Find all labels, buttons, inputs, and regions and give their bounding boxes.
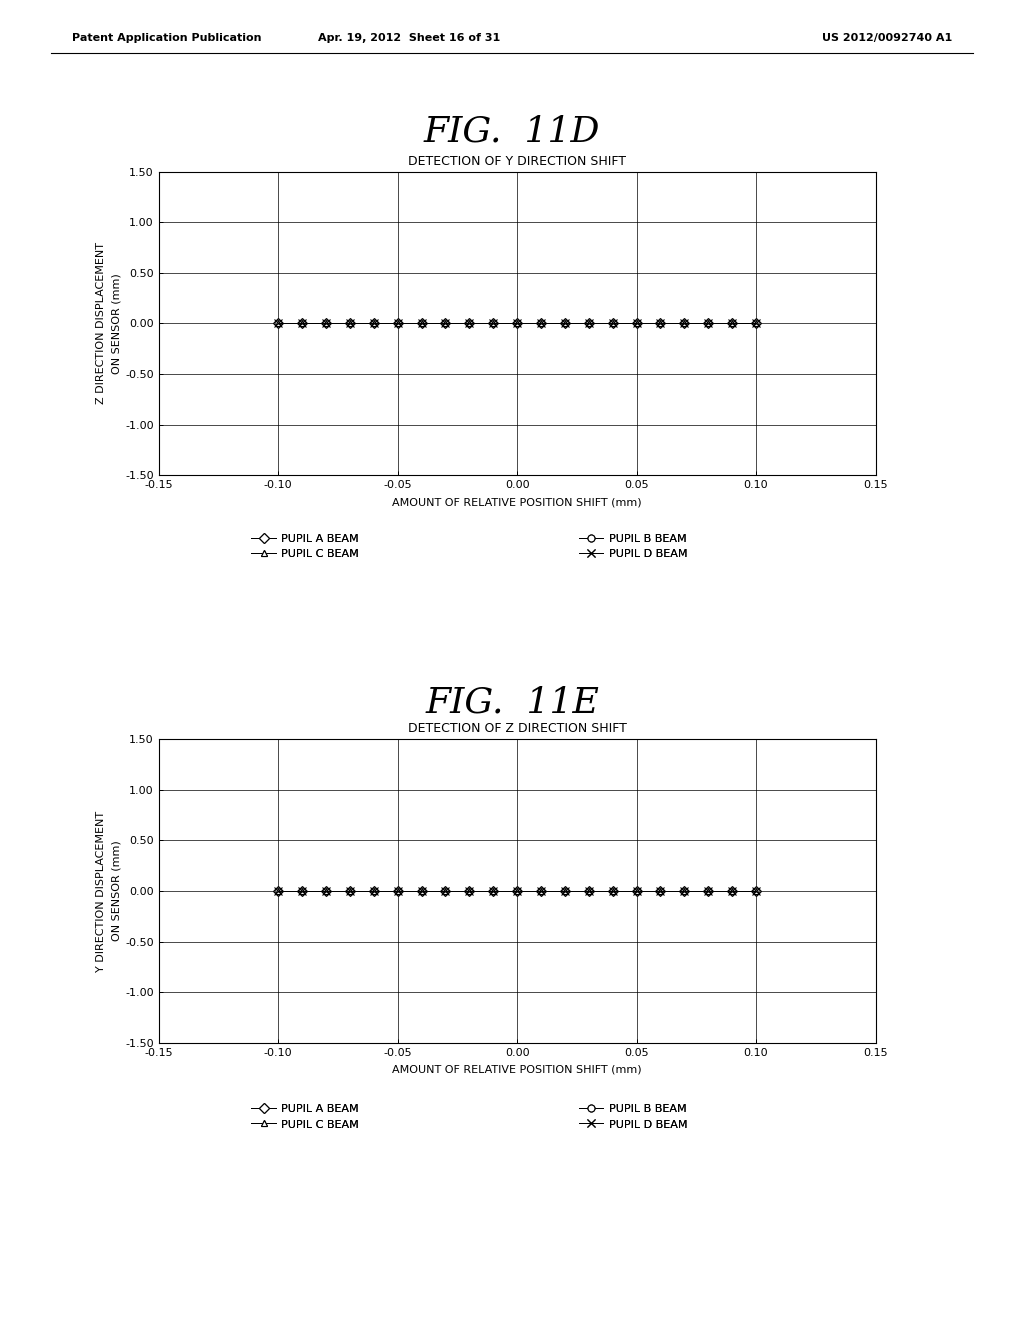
- Text: Patent Application Publication: Patent Application Publication: [72, 33, 261, 44]
- Legend: PUPIL A BEAM, PUPIL C BEAM: PUPIL A BEAM, PUPIL C BEAM: [251, 1104, 359, 1130]
- Y-axis label: Z DIRECTION DISPLACEMENT
ON SENSOR (mm): Z DIRECTION DISPLACEMENT ON SENSOR (mm): [96, 243, 121, 404]
- Title: DETECTION OF Z DIRECTION SHIFT: DETECTION OF Z DIRECTION SHIFT: [408, 722, 627, 735]
- Text: FIG.  11D: FIG. 11D: [424, 115, 600, 149]
- X-axis label: AMOUNT OF RELATIVE POSITION SHIFT (mm): AMOUNT OF RELATIVE POSITION SHIFT (mm): [392, 1065, 642, 1074]
- X-axis label: AMOUNT OF RELATIVE POSITION SHIFT (mm): AMOUNT OF RELATIVE POSITION SHIFT (mm): [392, 498, 642, 507]
- Y-axis label: Y DIRECTION DISPLACEMENT
ON SENSOR (mm): Y DIRECTION DISPLACEMENT ON SENSOR (mm): [96, 810, 121, 972]
- Text: Apr. 19, 2012  Sheet 16 of 31: Apr. 19, 2012 Sheet 16 of 31: [318, 33, 501, 44]
- Legend: PUPIL B BEAM, PUPIL D BEAM: PUPIL B BEAM, PUPIL D BEAM: [579, 533, 687, 560]
- Text: US 2012/0092740 A1: US 2012/0092740 A1: [822, 33, 952, 44]
- Title: DETECTION OF Y DIRECTION SHIFT: DETECTION OF Y DIRECTION SHIFT: [409, 154, 626, 168]
- Legend: PUPIL B BEAM, PUPIL D BEAM: PUPIL B BEAM, PUPIL D BEAM: [579, 1104, 687, 1130]
- Text: FIG.  11E: FIG. 11E: [425, 685, 599, 719]
- Legend: PUPIL A BEAM, PUPIL C BEAM: PUPIL A BEAM, PUPIL C BEAM: [251, 533, 359, 560]
